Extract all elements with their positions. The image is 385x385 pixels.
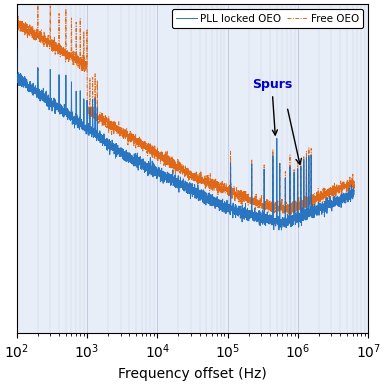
PLL locked OEO: [276, 228, 281, 232]
PLL locked OEO: [156, 172, 161, 176]
PLL locked OEO: [352, 188, 357, 193]
PLL locked OEO: [325, 203, 330, 208]
Free OEO: [156, 151, 161, 156]
Line: Free OEO: Free OEO: [17, 4, 354, 218]
Free OEO: [341, 187, 346, 191]
PLL locked OEO: [14, 46, 19, 51]
PLL locked OEO: [175, 182, 179, 187]
Line: PLL locked OEO: PLL locked OEO: [17, 49, 354, 230]
Text: Spurs: Spurs: [252, 78, 292, 135]
Free OEO: [289, 215, 293, 220]
Free OEO: [14, 2, 19, 7]
Free OEO: [352, 178, 357, 182]
Legend: PLL locked OEO, Free OEO: PLL locked OEO, Free OEO: [172, 9, 363, 28]
Free OEO: [325, 195, 330, 199]
Free OEO: [159, 156, 164, 160]
PLL locked OEO: [259, 215, 264, 220]
PLL locked OEO: [159, 172, 164, 177]
Free OEO: [175, 167, 179, 172]
PLL locked OEO: [341, 193, 346, 198]
X-axis label: Frequency offset (Hz): Frequency offset (Hz): [118, 367, 267, 381]
Free OEO: [259, 204, 264, 208]
